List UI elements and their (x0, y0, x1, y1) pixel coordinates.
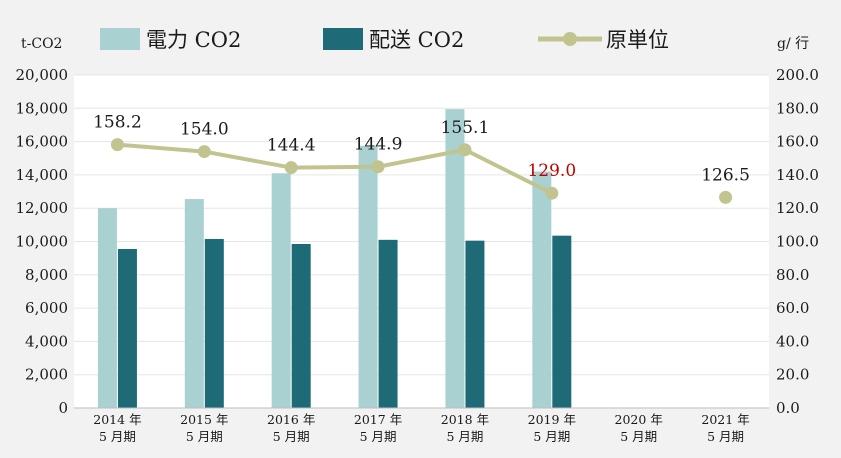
y-tick-label-left: 20,000 (16, 66, 69, 84)
intensity-data-label: 155.1 (441, 118, 490, 138)
bar-delivery-co2 (552, 235, 572, 408)
y-tick-label-left: 6,000 (25, 299, 68, 317)
x-tick-label-period: 5 月期 (620, 429, 657, 444)
y-tick-label-left: 8,000 (25, 266, 68, 284)
bar-delivery-co2 (117, 248, 137, 408)
intensity-point (458, 143, 472, 157)
intensity-data-label: 154.0 (180, 120, 229, 140)
x-tick-label-year: 2016 年 (267, 412, 315, 427)
y-tick-label-right: 160.0 (776, 133, 819, 151)
x-tick-label-period: 5 月期 (99, 429, 136, 444)
intensity-point (110, 138, 124, 152)
x-tick-label-period: 5 月期 (707, 429, 744, 444)
legend-swatch-delivery (323, 28, 363, 50)
bar-delivery-co2 (204, 239, 224, 408)
y-tick-label-right: 100.0 (776, 233, 819, 251)
x-tick-label-year: 2021 年 (701, 412, 749, 427)
x-tick-label-year: 2014 年 (93, 412, 141, 427)
intensity-line (117, 142, 553, 196)
intensity-data-label: 129.0 (527, 161, 576, 181)
y-tick-label-left: 4,000 (25, 332, 68, 350)
y-tick-label-right: 60.0 (776, 299, 809, 317)
bar-power-co2 (358, 145, 378, 408)
y-tick-label-right: 120.0 (776, 199, 819, 217)
y-tick-label-left: 12,000 (16, 199, 69, 217)
intensity-point (371, 160, 385, 174)
y-tick-label-left: 10,000 (16, 233, 69, 251)
y-tick-label-right: 0.0 (776, 399, 800, 417)
x-tick-label-period: 5 月期 (360, 429, 397, 444)
intensity-data-label: 158.2 (93, 113, 142, 133)
legend-label-power: 電力 CO2 (146, 28, 241, 52)
y-axis-right-unit: g/ 行 (777, 36, 809, 52)
data-labels: 158.2 154.0 144.4 144.9 155.1 129.0 126.5 (93, 113, 750, 186)
legend-label-delivery: 配送 CO2 (369, 28, 464, 52)
x-tick-label-year: 2019 年 (528, 412, 576, 427)
x-tick-label-period: 5 月期 (186, 429, 223, 444)
bar-power-co2 (532, 171, 552, 408)
y-axis-left: 0 2,000 4,000 6,000 8,000 10,000 12,000 14,000 1… (16, 66, 69, 417)
legend-swatch-intensity-marker (563, 32, 577, 46)
x-tick-label-period: 5 月期 (273, 429, 310, 444)
legend: 電力 CO2 配送 CO2 原単位 (100, 28, 669, 52)
x-tick-label-period: 5 月期 (446, 429, 483, 444)
intensity-data-label: 144.9 (354, 135, 403, 155)
intensity-point (719, 190, 733, 204)
bar-power-co2 (97, 208, 117, 408)
x-tick-label-period: 5 月期 (533, 429, 570, 444)
x-tick-label-year: 2018 年 (441, 412, 489, 427)
y-tick-label-right: 200.0 (776, 66, 819, 84)
y-tick-label-right: 140.0 (776, 166, 819, 184)
intensity-point (545, 186, 559, 200)
x-tick-label-year: 2020 年 (615, 412, 663, 427)
y-tick-label-left: 14,000 (16, 166, 69, 184)
bars (97, 109, 572, 408)
bar-delivery-co2 (291, 243, 311, 408)
y-tick-label-left: 18,000 (16, 99, 69, 117)
intensity-point (197, 145, 211, 159)
bar-delivery-co2 (465, 240, 485, 408)
y-tick-label-right: 20.0 (776, 366, 809, 384)
intensity-data-label: 144.4 (267, 136, 316, 156)
legend-swatch-power (100, 28, 140, 50)
bar-power-co2 (271, 173, 291, 408)
bar-power-co2 (184, 199, 204, 408)
y-tick-label-right: 180.0 (776, 99, 819, 117)
legend-label-intensity: 原単位 (606, 28, 669, 52)
x-tick-label-year: 2015 年 (180, 412, 228, 427)
y-axis-right: 0.0 20.0 40.0 60.0 80.0 100.0 120.0 140.0 160.0 1… (776, 66, 819, 417)
bar-power-co2 (445, 109, 465, 408)
y-tick-label-left: 0 (58, 399, 68, 417)
x-tick-label-year: 2017 年 (354, 412, 402, 427)
y-tick-label-left: 2,000 (25, 366, 68, 384)
y-axis-left-unit: t-CO2 (21, 36, 62, 52)
y-tick-label-right: 80.0 (776, 266, 809, 284)
y-tick-label-left: 16,000 (16, 133, 69, 151)
x-axis-labels: 2014 年 5 月期 2015 年 5 月期 2016 年 5 月期 2017 年 5 月期… (93, 412, 749, 444)
line-series (110, 138, 733, 204)
y-tick-label-right: 40.0 (776, 332, 809, 350)
intensity-data-label: 126.5 (701, 165, 750, 185)
bar-delivery-co2 (378, 239, 398, 408)
intensity-point (284, 161, 298, 175)
